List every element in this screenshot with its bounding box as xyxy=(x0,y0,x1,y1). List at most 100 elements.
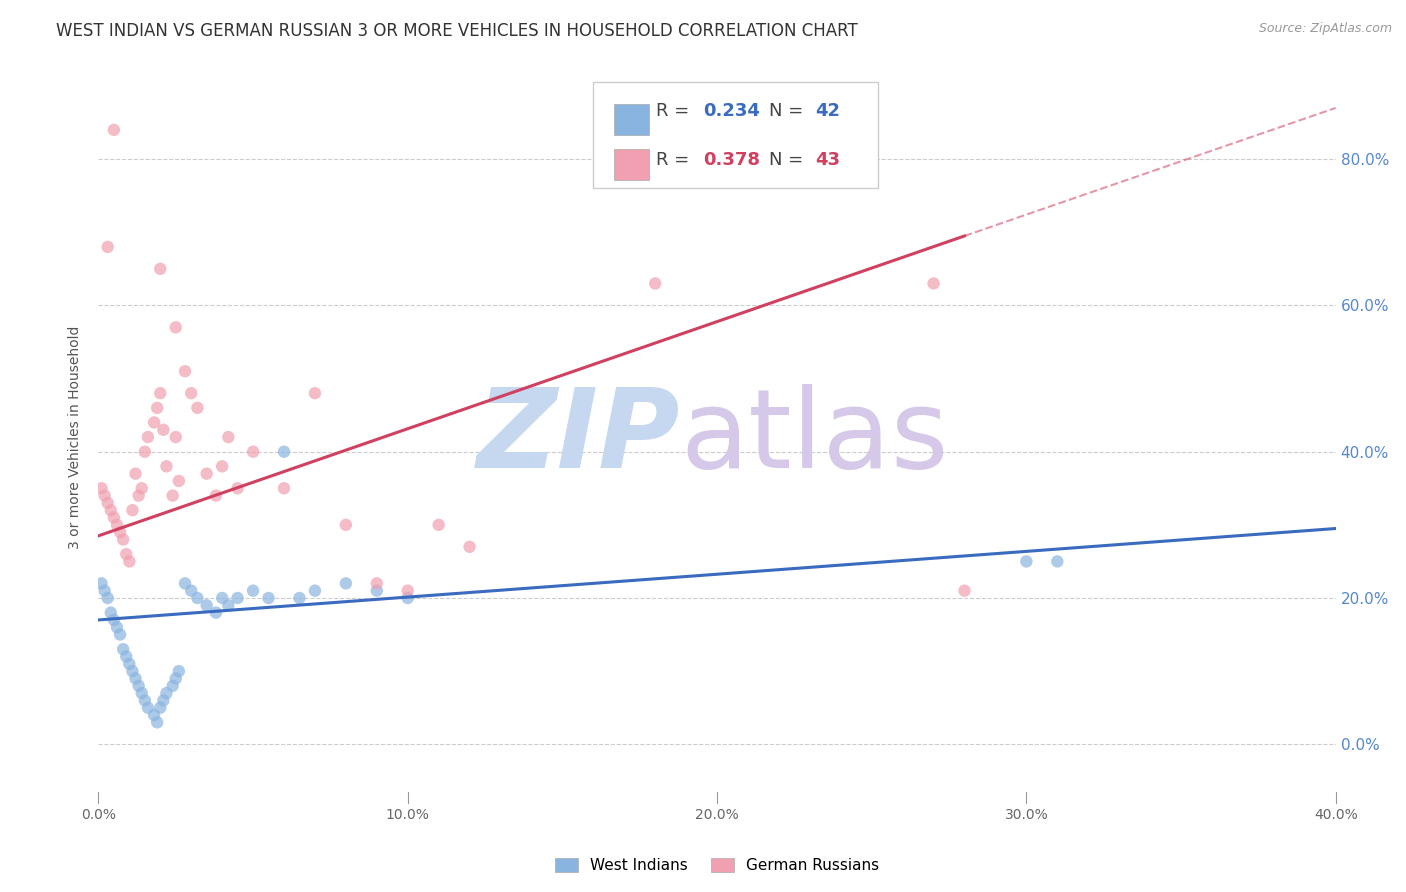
Text: 0.378: 0.378 xyxy=(703,151,761,169)
Point xyxy=(396,583,419,598)
Text: N =: N = xyxy=(769,151,808,169)
Point xyxy=(195,467,218,481)
Point xyxy=(273,444,295,458)
Text: Source: ZipAtlas.com: Source: ZipAtlas.com xyxy=(1258,22,1392,36)
Point xyxy=(105,517,128,532)
FancyBboxPatch shape xyxy=(593,82,877,188)
Point xyxy=(124,672,146,686)
Point xyxy=(1015,554,1038,568)
Text: atlas: atlas xyxy=(681,384,949,491)
Point xyxy=(103,123,125,137)
Point xyxy=(121,664,143,678)
Point xyxy=(186,401,208,415)
Point xyxy=(165,672,187,686)
Point xyxy=(143,708,166,723)
Point xyxy=(118,657,141,671)
Point xyxy=(174,364,197,378)
Point xyxy=(146,401,169,415)
Point xyxy=(458,540,481,554)
Point xyxy=(211,459,233,474)
Point xyxy=(97,496,120,510)
Point xyxy=(273,481,295,495)
Point xyxy=(103,613,125,627)
Point xyxy=(108,627,131,641)
Legend: West Indians, German Russians: West Indians, German Russians xyxy=(548,852,886,880)
Point xyxy=(217,599,239,613)
Point xyxy=(195,599,218,613)
Point xyxy=(97,240,120,254)
Text: 43: 43 xyxy=(815,151,839,169)
Point xyxy=(121,503,143,517)
Point xyxy=(112,533,135,547)
Text: ZIP: ZIP xyxy=(477,384,681,491)
Text: 42: 42 xyxy=(815,102,839,120)
Point xyxy=(149,700,172,714)
Point xyxy=(136,430,159,444)
Point xyxy=(174,576,197,591)
Point xyxy=(90,576,112,591)
Point xyxy=(134,444,156,458)
Point xyxy=(143,416,166,430)
Text: WEST INDIAN VS GERMAN RUSSIAN 3 OR MORE VEHICLES IN HOUSEHOLD CORRELATION CHART: WEST INDIAN VS GERMAN RUSSIAN 3 OR MORE … xyxy=(56,22,858,40)
Point xyxy=(118,554,141,568)
Point xyxy=(162,679,184,693)
Point xyxy=(152,423,174,437)
Point xyxy=(180,583,202,598)
Point xyxy=(205,606,228,620)
Point xyxy=(242,583,264,598)
Text: R =: R = xyxy=(657,102,696,120)
Point xyxy=(136,700,159,714)
Point xyxy=(242,444,264,458)
Point xyxy=(205,489,228,503)
Point xyxy=(162,489,184,503)
Point xyxy=(105,620,128,634)
Point xyxy=(186,591,208,605)
Point xyxy=(366,583,388,598)
Text: 0.234: 0.234 xyxy=(703,102,761,120)
Point xyxy=(366,576,388,591)
FancyBboxPatch shape xyxy=(614,149,650,180)
Point xyxy=(108,525,131,540)
Text: N =: N = xyxy=(769,102,808,120)
Y-axis label: 3 or more Vehicles in Household: 3 or more Vehicles in Household xyxy=(69,326,83,549)
Point xyxy=(427,517,450,532)
Point xyxy=(152,693,174,707)
Point xyxy=(115,547,138,561)
FancyBboxPatch shape xyxy=(614,103,650,136)
Text: R =: R = xyxy=(657,151,696,169)
Point xyxy=(304,583,326,598)
Point xyxy=(149,386,172,401)
Point xyxy=(922,277,945,291)
Point xyxy=(128,679,150,693)
Point xyxy=(103,510,125,524)
Point xyxy=(131,481,153,495)
Point xyxy=(134,693,156,707)
Point xyxy=(304,386,326,401)
Point xyxy=(155,686,177,700)
Point xyxy=(97,591,120,605)
Point xyxy=(257,591,280,605)
Point xyxy=(124,467,146,481)
Point xyxy=(211,591,233,605)
Point xyxy=(167,664,190,678)
Point xyxy=(335,517,357,532)
Point xyxy=(115,649,138,664)
Point xyxy=(146,715,169,730)
Point xyxy=(1046,554,1069,568)
Point xyxy=(165,320,187,334)
Point xyxy=(644,277,666,291)
Point xyxy=(131,686,153,700)
Point xyxy=(93,489,115,503)
Point xyxy=(217,430,239,444)
Point xyxy=(149,261,172,276)
Point xyxy=(396,591,419,605)
Point xyxy=(100,503,122,517)
Point xyxy=(335,576,357,591)
Point xyxy=(100,606,122,620)
Point xyxy=(226,481,249,495)
Point xyxy=(288,591,311,605)
Point xyxy=(165,430,187,444)
Point xyxy=(90,481,112,495)
Point xyxy=(226,591,249,605)
Point xyxy=(112,642,135,657)
